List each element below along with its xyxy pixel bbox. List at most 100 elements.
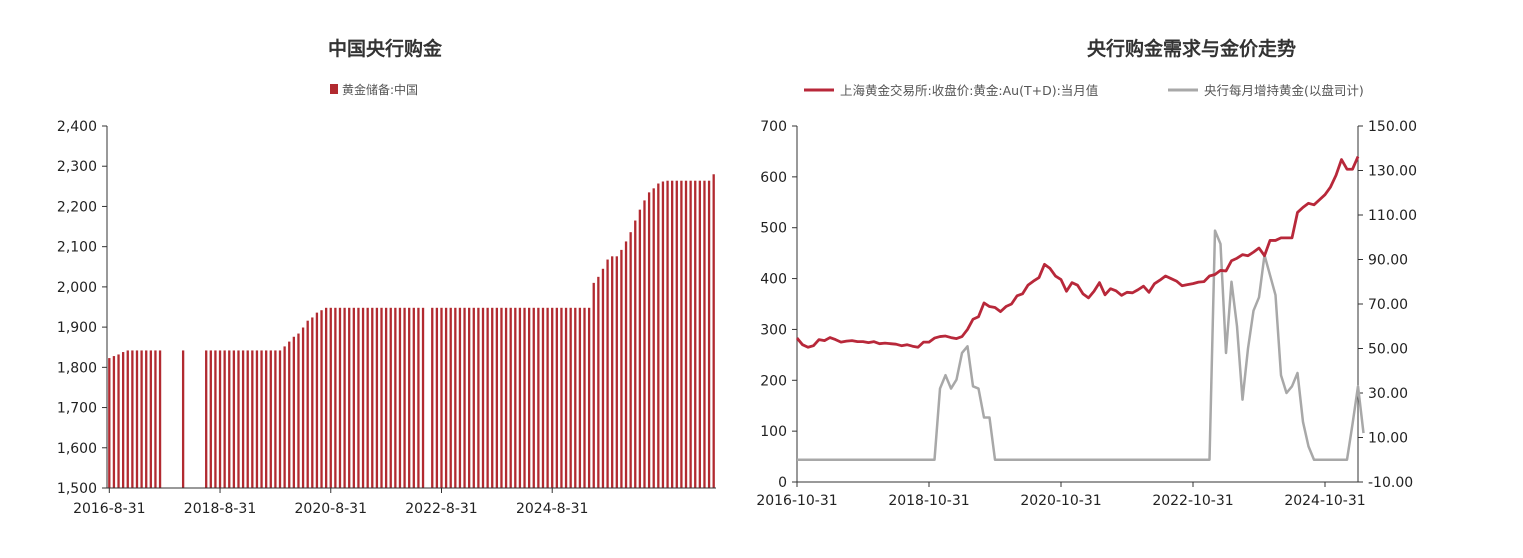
y-left-tick-label: 0: [778, 475, 787, 491]
bar: [246, 350, 249, 488]
legend-label: 黄金储备:中国: [342, 82, 418, 97]
y-tick-label: 1,800: [57, 360, 97, 376]
legend-swatch: [330, 84, 338, 94]
bar: [458, 307, 462, 488]
y-left-tick-label: 700: [760, 119, 787, 135]
x-tick-label: 2018-10-31: [888, 493, 969, 509]
bar: [117, 354, 120, 488]
bar: [675, 180, 678, 489]
bar: [684, 180, 688, 489]
bar: [680, 180, 683, 489]
y-left-tick-label: 200: [760, 373, 787, 389]
bar: [638, 209, 642, 488]
bar: [232, 350, 236, 488]
legend-label-purchases: 央行每月增持黄金(以盘司计): [1204, 83, 1364, 98]
bar: [712, 174, 715, 488]
bar: [629, 232, 632, 488]
bar: [283, 346, 286, 488]
y-right-tick-label: 30.00: [1368, 386, 1408, 402]
y-tick-label: 2,400: [57, 119, 97, 135]
bar: [431, 307, 434, 488]
bar: [454, 307, 457, 488]
bar: [592, 282, 595, 488]
y-tick-label: 1,900: [57, 320, 97, 336]
bar: [527, 307, 531, 488]
bar: [620, 249, 623, 488]
bar: [537, 307, 540, 488]
bar: [398, 307, 402, 488]
bar: [606, 259, 609, 488]
bar: [587, 307, 591, 488]
bar: [329, 307, 332, 488]
bar: [121, 352, 125, 488]
bar: [251, 350, 254, 488]
bar: [209, 350, 212, 488]
bar: [297, 333, 300, 488]
bar: [569, 307, 572, 488]
y-left-tick-label: 300: [760, 322, 787, 338]
bar: [578, 307, 582, 488]
bar: [615, 256, 618, 488]
series-line-purchases: [797, 229, 1365, 461]
bar: [389, 307, 392, 488]
bar: [518, 307, 522, 488]
bar: [375, 307, 379, 488]
bar: [694, 180, 697, 489]
bar: [384, 307, 388, 488]
bar: [560, 307, 563, 488]
bar: [611, 256, 614, 488]
x-tick-label: 2022-10-31: [1152, 493, 1233, 509]
bar: [306, 320, 309, 488]
y-right-tick-label: 150.00: [1368, 119, 1417, 135]
bar: [477, 307, 480, 488]
bar: [707, 180, 711, 489]
left-chart-panel: 中国央行购金 黄金储备:中国 1,500 1,600 1,700 1,800 1,900 2…: [0, 0, 740, 558]
y-right-tick-label: 110.00: [1368, 208, 1417, 224]
bar: [241, 350, 245, 488]
bar: [366, 307, 369, 488]
y-left-tick-label: 100: [760, 424, 787, 440]
bar: [666, 180, 669, 489]
bar: [463, 307, 466, 488]
bar: [228, 350, 231, 488]
bar: [205, 350, 208, 488]
bar: [334, 307, 337, 488]
y-left-tick-label: 400: [760, 272, 787, 288]
bar: [435, 307, 439, 488]
bar: [583, 307, 586, 488]
y-tick-label: 1,700: [57, 401, 97, 417]
y-tick-label: 1,500: [57, 481, 97, 497]
bar: [237, 350, 240, 488]
bar: [495, 307, 499, 488]
bar: [320, 310, 323, 488]
bar: [112, 356, 116, 488]
bar: [504, 307, 508, 488]
x-tick-label: 2016-10-31: [756, 493, 837, 509]
bar: [352, 307, 355, 488]
y-tick-label: 2,300: [57, 159, 97, 175]
bar: [255, 350, 259, 488]
bar: [541, 307, 545, 488]
left-chart-svg: 黄金储备:中国 1,500 1,600 1,700 1,800 1,900 2,000 2,1…: [57, 82, 716, 517]
bar: [564, 307, 568, 488]
bar: [338, 307, 342, 488]
x-tick-label: 2022-8-31: [405, 501, 477, 517]
bar: [652, 188, 655, 488]
x-tick-label: 2016-8-31: [73, 501, 145, 517]
bar: [181, 350, 185, 488]
y-right-tick-label: 50.00: [1368, 342, 1408, 358]
y-right-tick-label: -10.00: [1368, 475, 1413, 491]
bar: [661, 181, 665, 489]
bar: [357, 307, 360, 488]
y-right-tick-label: 130.00: [1368, 164, 1417, 180]
x-tick-label: 2024-8-31: [516, 501, 588, 517]
bar: [292, 336, 296, 488]
bar: [343, 307, 346, 488]
bar: [131, 350, 134, 488]
bar: [265, 350, 268, 488]
bar: [394, 307, 397, 488]
series-line-price: [795, 155, 1360, 349]
bar: [500, 307, 503, 488]
bar: [698, 180, 702, 489]
y-tick-label: 2,200: [57, 199, 97, 215]
